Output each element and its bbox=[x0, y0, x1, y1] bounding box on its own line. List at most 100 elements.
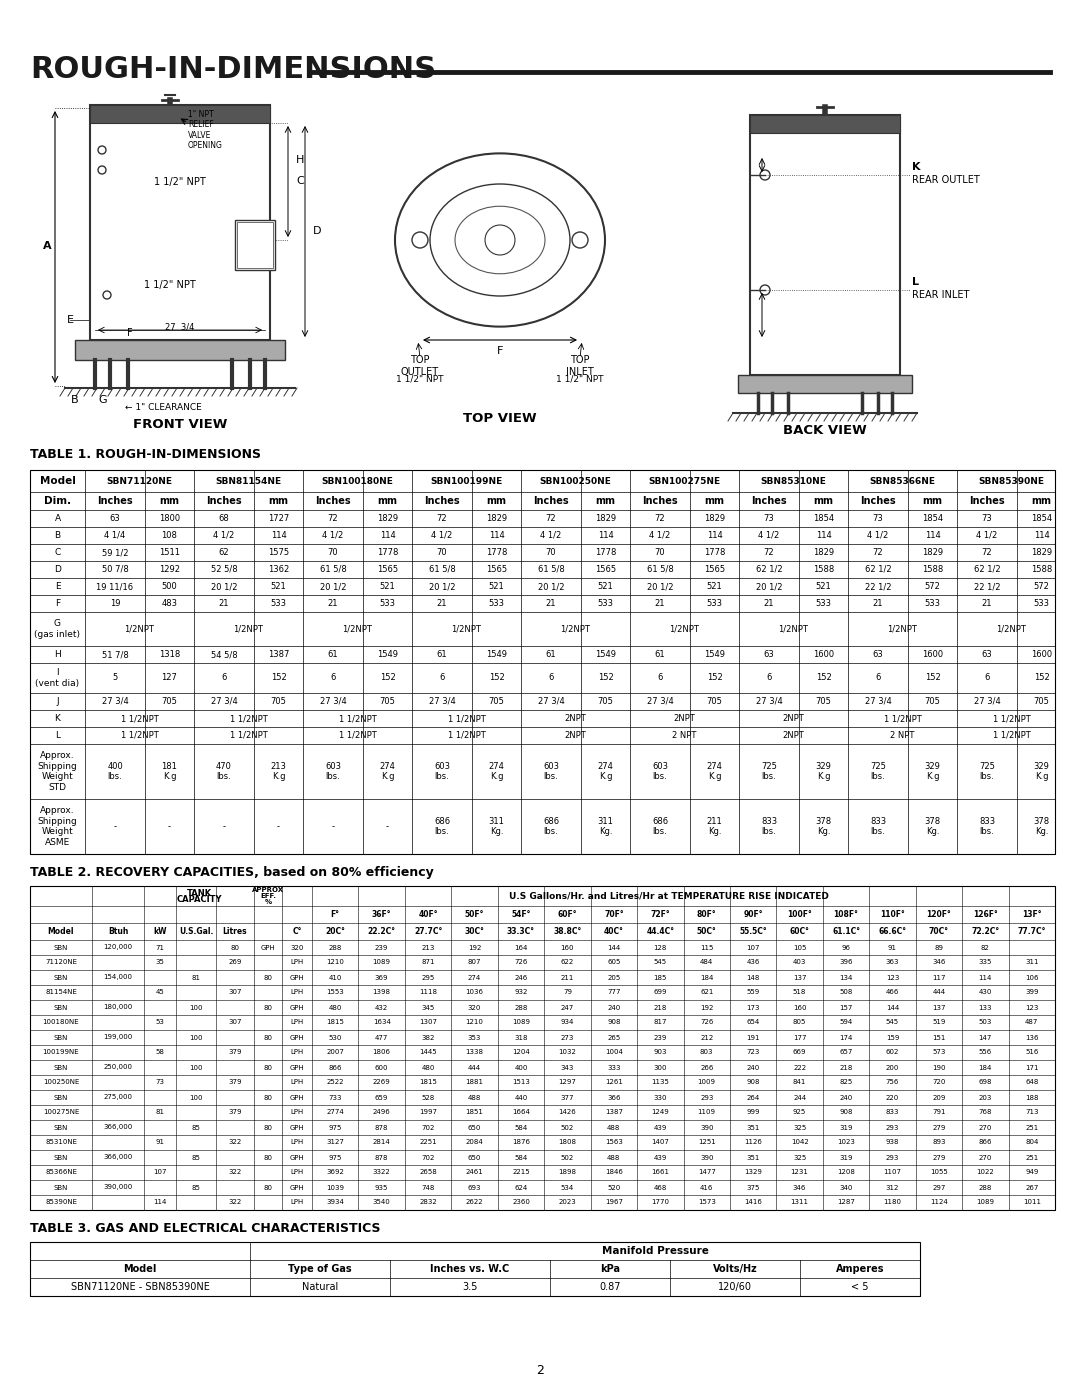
Text: 686
lbs.: 686 lbs. bbox=[543, 817, 559, 835]
Text: 1/2NPT: 1/2NPT bbox=[888, 624, 917, 633]
Text: mm: mm bbox=[922, 496, 943, 506]
Text: 1204: 1204 bbox=[512, 1049, 530, 1056]
Text: 503: 503 bbox=[978, 1020, 993, 1025]
Text: 2814: 2814 bbox=[373, 1140, 391, 1146]
Text: 61 5/8: 61 5/8 bbox=[538, 564, 565, 574]
Text: 1 1/2" NPT: 1 1/2" NPT bbox=[556, 374, 604, 384]
Text: 267: 267 bbox=[1025, 1185, 1039, 1190]
Text: 516: 516 bbox=[1025, 1049, 1039, 1056]
Text: 1808: 1808 bbox=[558, 1140, 577, 1146]
Text: 375: 375 bbox=[746, 1185, 760, 1190]
Text: 177: 177 bbox=[793, 1035, 807, 1041]
Text: 1180: 1180 bbox=[883, 1200, 902, 1206]
Text: 1 1/2NPT: 1 1/2NPT bbox=[230, 731, 268, 740]
Text: 218: 218 bbox=[839, 1065, 853, 1070]
Text: 174: 174 bbox=[839, 1035, 853, 1041]
Text: REAR INLET: REAR INLET bbox=[912, 291, 970, 300]
Text: 60F°: 60F° bbox=[557, 909, 577, 919]
Text: 199,000: 199,000 bbox=[104, 1035, 133, 1041]
Text: 521: 521 bbox=[271, 583, 286, 591]
Text: 152: 152 bbox=[597, 673, 613, 683]
Text: 2 NPT: 2 NPT bbox=[890, 731, 915, 740]
Text: SBN100199NE: SBN100199NE bbox=[430, 476, 502, 486]
Text: 1311: 1311 bbox=[791, 1200, 809, 1206]
Text: 81154NE: 81154NE bbox=[45, 989, 77, 996]
Text: 152: 152 bbox=[706, 673, 723, 683]
Text: 218: 218 bbox=[653, 1004, 667, 1010]
Text: B: B bbox=[71, 395, 79, 405]
Text: 648: 648 bbox=[1025, 1080, 1039, 1085]
Text: 1511: 1511 bbox=[159, 548, 180, 557]
Text: 1387: 1387 bbox=[268, 650, 289, 659]
Text: 2622: 2622 bbox=[465, 1200, 484, 1206]
Text: 2251: 2251 bbox=[419, 1140, 437, 1146]
Text: 52 5/8: 52 5/8 bbox=[211, 564, 238, 574]
Text: 80: 80 bbox=[264, 1094, 272, 1101]
Text: 1387: 1387 bbox=[605, 1109, 623, 1115]
Bar bbox=[750, 115, 900, 133]
Text: 62 1/2: 62 1/2 bbox=[756, 564, 782, 574]
Text: 584: 584 bbox=[514, 1125, 528, 1130]
Text: 705: 705 bbox=[271, 697, 286, 705]
Text: -: - bbox=[332, 821, 335, 831]
Text: 807: 807 bbox=[468, 960, 482, 965]
Text: 13F°: 13F° bbox=[1022, 909, 1041, 919]
Text: 6: 6 bbox=[549, 673, 554, 683]
Text: LPH: LPH bbox=[291, 1169, 303, 1175]
Text: F°: F° bbox=[330, 909, 340, 919]
Text: 390: 390 bbox=[700, 1125, 714, 1130]
Text: Litres: Litres bbox=[222, 928, 247, 936]
Text: 340: 340 bbox=[839, 1185, 853, 1190]
Text: 1011: 1011 bbox=[1023, 1200, 1041, 1206]
Text: 1565: 1565 bbox=[704, 564, 725, 574]
Text: F: F bbox=[55, 599, 60, 608]
Text: 343: 343 bbox=[561, 1065, 575, 1070]
Text: 702: 702 bbox=[421, 1125, 435, 1130]
Text: 152: 152 bbox=[271, 673, 286, 683]
Text: 908: 908 bbox=[839, 1109, 853, 1115]
Text: 240: 240 bbox=[839, 1094, 852, 1101]
Text: 893: 893 bbox=[932, 1140, 946, 1146]
Text: 295: 295 bbox=[421, 975, 435, 981]
Text: < 5: < 5 bbox=[851, 1282, 868, 1292]
Text: 484: 484 bbox=[700, 960, 714, 965]
Text: 1854: 1854 bbox=[922, 514, 943, 522]
Text: 70F°: 70F° bbox=[604, 909, 623, 919]
Text: 244: 244 bbox=[793, 1094, 806, 1101]
Text: 2NPT: 2NPT bbox=[783, 714, 805, 724]
Text: GPH: GPH bbox=[289, 1185, 305, 1190]
Text: 318: 318 bbox=[514, 1035, 528, 1041]
Text: 27 3/4: 27 3/4 bbox=[538, 697, 565, 705]
Text: 1600: 1600 bbox=[922, 650, 943, 659]
Text: 85: 85 bbox=[191, 1154, 201, 1161]
Text: 184: 184 bbox=[978, 1065, 993, 1070]
Text: 768: 768 bbox=[978, 1109, 993, 1115]
Text: 300: 300 bbox=[653, 1065, 667, 1070]
Text: 133: 133 bbox=[978, 1004, 993, 1010]
Text: 1778: 1778 bbox=[486, 548, 508, 557]
Text: 693: 693 bbox=[468, 1185, 482, 1190]
Text: 80: 80 bbox=[264, 1065, 272, 1070]
Text: 72: 72 bbox=[545, 514, 556, 522]
Text: 335: 335 bbox=[978, 960, 993, 965]
Text: 123: 123 bbox=[886, 975, 900, 981]
Text: 508: 508 bbox=[839, 989, 853, 996]
Text: 351: 351 bbox=[746, 1154, 760, 1161]
Text: 30C°: 30C° bbox=[464, 928, 485, 936]
Bar bbox=[237, 222, 273, 268]
Text: 594: 594 bbox=[839, 1020, 852, 1025]
Text: 66.6C°: 66.6C° bbox=[878, 928, 906, 936]
Text: 80: 80 bbox=[264, 1004, 272, 1010]
Text: 293: 293 bbox=[886, 1154, 900, 1161]
Text: 152: 152 bbox=[380, 673, 395, 683]
Text: 545: 545 bbox=[653, 960, 666, 965]
Text: 1 1/2NPT: 1 1/2NPT bbox=[883, 714, 921, 724]
Text: 6: 6 bbox=[221, 673, 227, 683]
Text: Inches: Inches bbox=[643, 496, 678, 506]
Text: 2NPT: 2NPT bbox=[783, 731, 805, 740]
Text: 213
K.g: 213 K.g bbox=[271, 763, 286, 781]
Text: 533: 533 bbox=[379, 599, 395, 608]
Text: mm: mm bbox=[160, 496, 179, 506]
Text: 400: 400 bbox=[514, 1065, 528, 1070]
Text: 333: 333 bbox=[607, 1065, 621, 1070]
